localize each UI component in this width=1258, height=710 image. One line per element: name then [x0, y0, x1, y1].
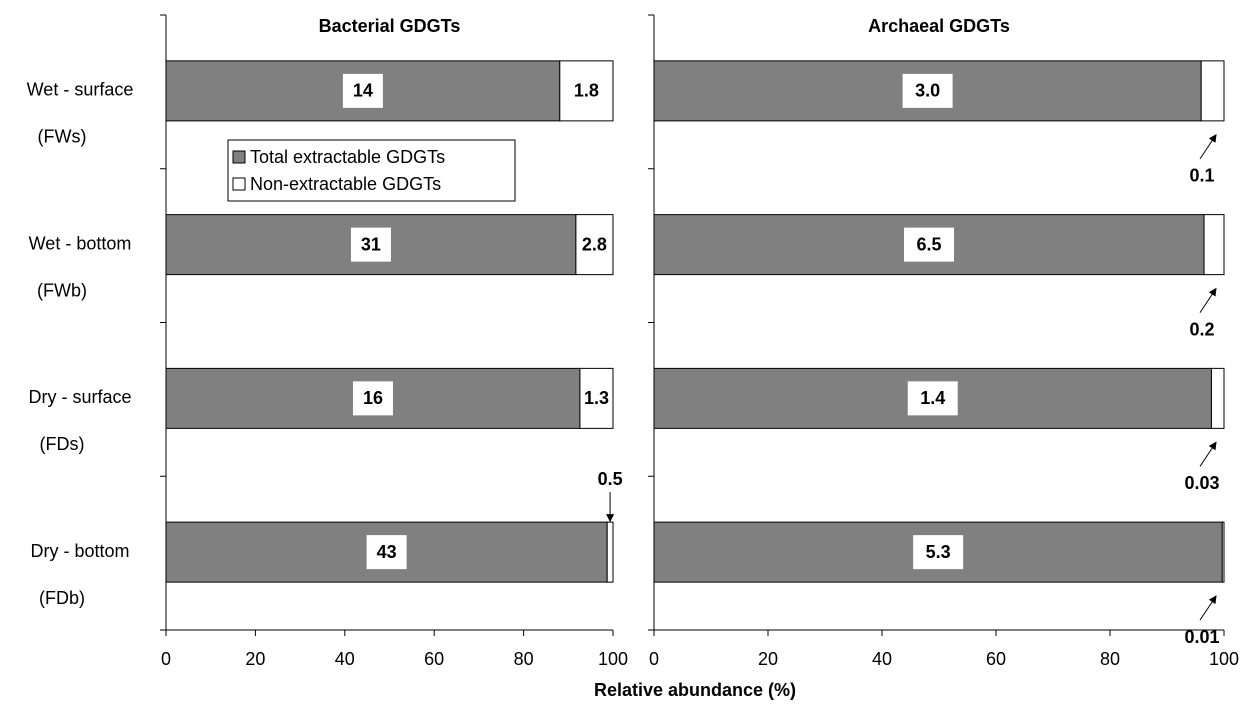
label-box: [342, 73, 383, 108]
category-code: (FWs): [38, 127, 87, 147]
category-label: Dry - bottom: [30, 541, 129, 561]
legend-label: Non-extractable GDGTs: [250, 174, 441, 194]
label-box: [366, 535, 407, 570]
amount-label: 1.4: [920, 388, 945, 408]
amount-label: 1.3: [584, 388, 609, 408]
label-box: [904, 227, 955, 262]
label-box: [907, 381, 958, 416]
x-tick-label: 100: [598, 649, 628, 669]
bar-segment: [575, 214, 614, 276]
bar-segment: [1203, 214, 1225, 276]
category-label: Wet - bottom: [29, 233, 132, 253]
amount-label: 3.0: [915, 81, 940, 101]
bar-segment: [1221, 521, 1225, 583]
arrow: [1199, 595, 1217, 621]
amount-label: 1.8: [574, 81, 599, 101]
category-label: Wet - surface: [27, 80, 134, 100]
amount-label: 14: [353, 81, 373, 101]
x-axis-label: Relative abundance (%): [594, 680, 796, 700]
x-tick-label: 60: [424, 649, 444, 669]
amount-label: 6.5: [917, 234, 942, 254]
category-code: (FWb): [37, 280, 87, 300]
legend-swatch: [232, 177, 246, 191]
label-box: [913, 535, 964, 570]
x-tick-label: 100: [1209, 649, 1239, 669]
amount-label: 0.5: [598, 469, 623, 489]
category-code: (FDb): [39, 588, 85, 608]
bar-segment: [606, 521, 614, 583]
bar-segment: [579, 367, 614, 429]
x-tick-label: 80: [1100, 649, 1120, 669]
category-code: (FDs): [40, 434, 85, 454]
amount-label: 43: [377, 542, 397, 562]
bar-segment: [1210, 367, 1225, 429]
legend: Total extractable GDGTs Non-extractable G…: [227, 139, 516, 202]
x-tick-label: 40: [872, 649, 892, 669]
arrow: [1199, 134, 1217, 160]
amount-label: 0.01: [1184, 627, 1219, 647]
bar-segment: [559, 60, 614, 122]
x-tick-label: 40: [335, 649, 355, 669]
legend-swatch: [232, 150, 246, 164]
x-tick-label: 60: [986, 649, 1006, 669]
x-tick-label: 20: [245, 649, 265, 669]
amount-label: 0.03: [1184, 473, 1219, 493]
amount-label: 2.8: [582, 234, 607, 254]
label-box: [350, 227, 391, 262]
x-tick-label: 0: [161, 649, 171, 669]
chart-title: Bacterial GDGTs: [319, 16, 461, 36]
arrow: [1199, 287, 1217, 313]
x-tick-label: 20: [758, 649, 778, 669]
category-label: Dry - surface: [28, 387, 131, 407]
legend-label: Total extractable GDGTs: [250, 147, 445, 167]
chart-title: Archaeal GDGTs: [868, 16, 1010, 36]
x-tick-label: 0: [649, 649, 659, 669]
amount-label: 0.1: [1189, 166, 1214, 186]
amount-label: 5.3: [926, 542, 951, 562]
legend-box: [227, 139, 516, 202]
amount-label: 16: [363, 388, 383, 408]
bar-segment: [1200, 60, 1225, 122]
arrow: [1199, 441, 1217, 467]
x-tick-label: 80: [514, 649, 534, 669]
label-box: [902, 73, 953, 108]
label-box: [352, 381, 393, 416]
amount-label: 31: [361, 234, 381, 254]
amount-label: 0.2: [1189, 319, 1214, 339]
